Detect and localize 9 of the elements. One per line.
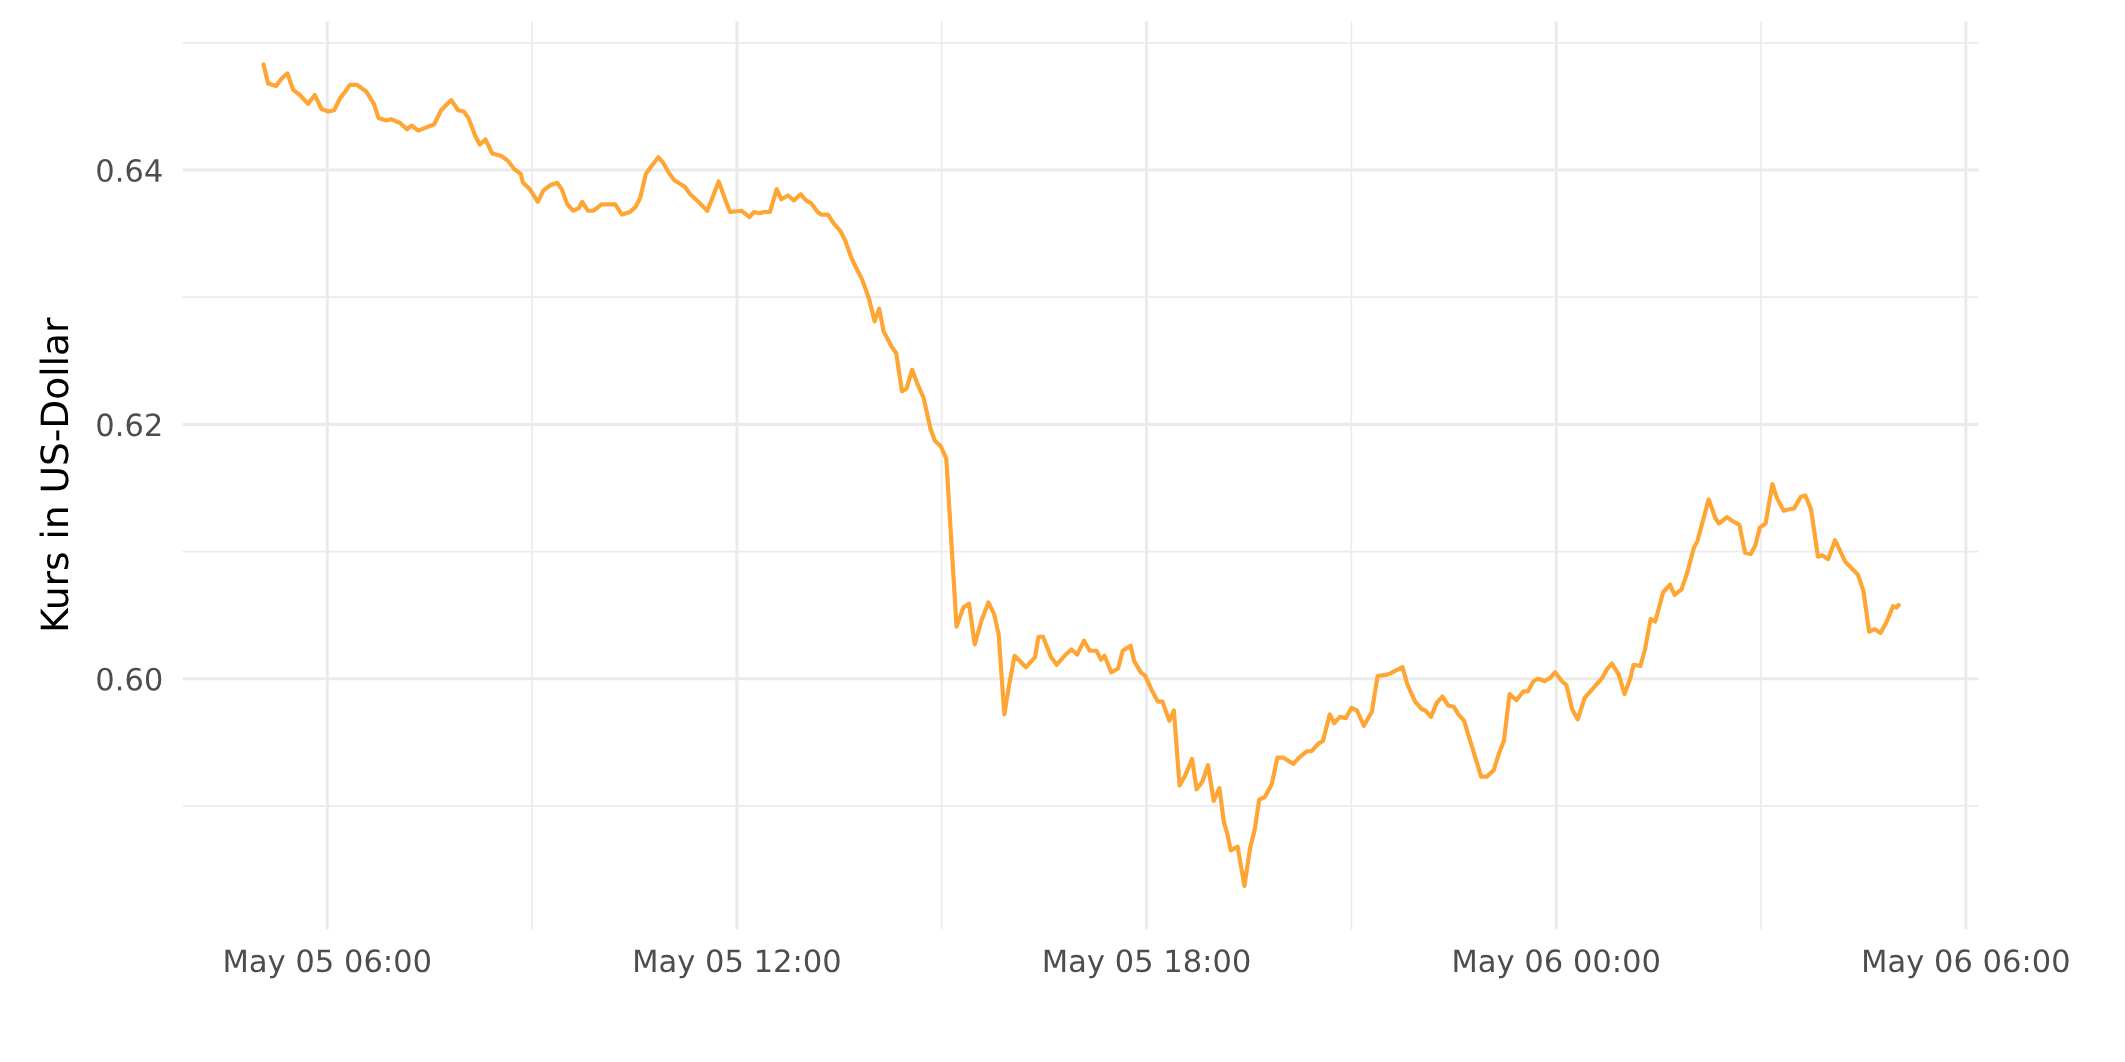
x-tick-label: May 06 06:00 [1864, 949, 2069, 979]
y-tick-label: 0.64 [97, 158, 162, 183]
y-tick-label: 0.62 [97, 413, 161, 437]
x-tick-label: May 05 18:00 [1044, 949, 1250, 979]
x-tick-label: May 05 12:00 [635, 949, 840, 979]
x-tick-label: May 06 00:00 [1454, 949, 1659, 979]
x-tick-label: May 05 06:00 [225, 949, 430, 979]
y-axis-title: Kurs in US-Dollar [39, 317, 69, 630]
y-tick-label: 0.60 [97, 667, 162, 691]
